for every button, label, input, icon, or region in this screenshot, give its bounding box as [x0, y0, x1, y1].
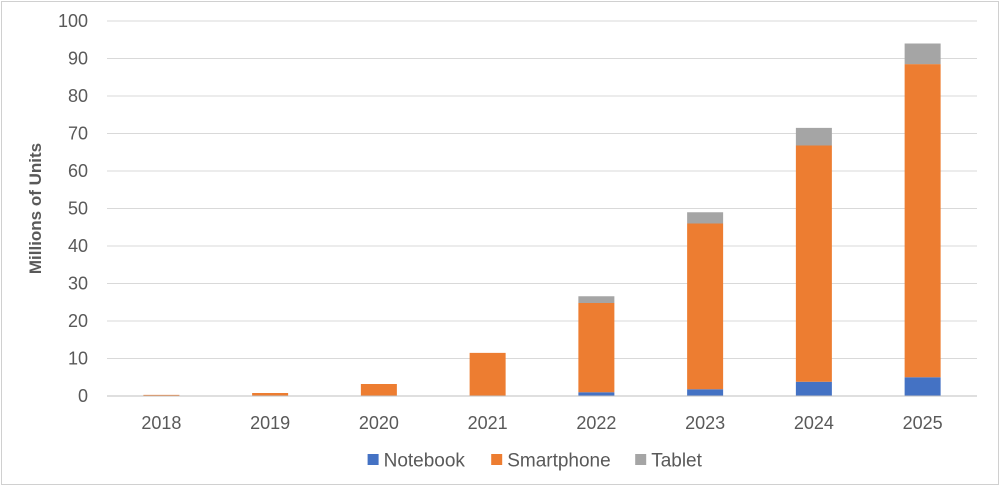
legend-label-tablet: Tablet	[651, 451, 702, 472]
bar-smartphone-2025	[904, 64, 941, 378]
legend-swatch-tablet	[635, 454, 647, 465]
y-tick-label: 100	[58, 11, 88, 31]
bar-smartphone-2022	[578, 303, 615, 393]
bar-notebook-2024	[795, 381, 832, 396]
y-tick-label: 0	[78, 386, 88, 406]
bar-notebook-2023	[687, 389, 724, 396]
bar-smartphone-2019	[252, 393, 289, 396]
x-axis-ticks: 2018 2019 2020 2021 2022 2023 2024 2025	[141, 413, 942, 433]
bar-notebook-2022	[578, 392, 615, 396]
y-tick-label: 70	[68, 124, 88, 144]
x-tick-label: 2022	[576, 413, 616, 433]
y-tick-label: 10	[68, 349, 88, 369]
x-tick-label: 2025	[903, 413, 943, 433]
y-tick-label: 60	[68, 161, 88, 181]
bar-smartphone-2018	[143, 394, 180, 396]
bar-tablet-2023	[687, 212, 724, 224]
bars	[143, 43, 941, 396]
bar-notebook-2025	[904, 377, 941, 396]
gridlines	[107, 20, 977, 359]
legend-swatch-notebook	[367, 454, 379, 465]
x-tick-label: 2023	[685, 413, 725, 433]
legend: Notebook Smartphone Tablet	[367, 451, 703, 472]
y-tick-label: 50	[68, 199, 88, 219]
bar-smartphone-2020	[360, 384, 397, 396]
bar-tablet-2025	[904, 43, 941, 65]
legend-label-notebook: Notebook	[384, 451, 466, 472]
x-tick-label: 2020	[359, 413, 399, 433]
bar-smartphone-2023	[687, 223, 724, 390]
y-axis-label: Millions of Units	[26, 143, 45, 274]
x-tick-label: 2024	[794, 413, 834, 433]
bar-tablet-2022	[578, 296, 615, 303]
x-tick-label: 2018	[141, 413, 181, 433]
y-axis-ticks: 0 10 20 30 40 50 60 70 80 90 100	[58, 11, 88, 406]
bar-smartphone-2021	[469, 352, 506, 396]
y-tick-label: 40	[68, 236, 88, 256]
bar-smartphone-2024	[795, 145, 832, 382]
y-tick-label: 30	[68, 274, 88, 294]
bar-tablet-2024	[795, 127, 832, 146]
y-tick-label: 80	[68, 86, 88, 106]
legend-swatch-smartphone	[491, 454, 503, 465]
y-tick-label: 90	[68, 49, 88, 69]
x-tick-label: 2021	[468, 413, 508, 433]
x-tick-label: 2019	[250, 413, 290, 433]
legend-label-smartphone: Smartphone	[507, 451, 611, 472]
y-tick-label: 20	[68, 311, 88, 331]
